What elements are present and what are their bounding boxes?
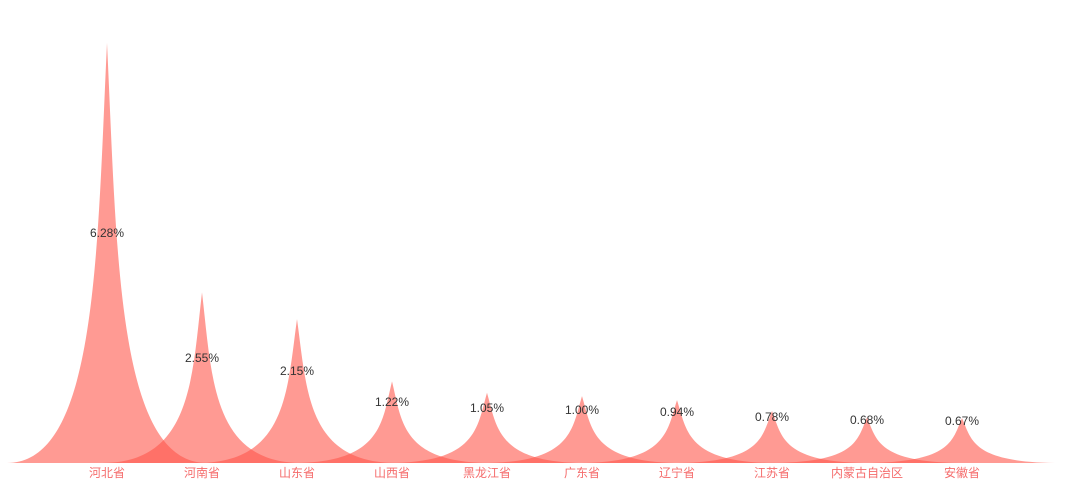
peak-shape-3[interactable] [292, 381, 492, 463]
peak-shape-5[interactable] [482, 396, 682, 463]
peak-shape-1[interactable] [102, 292, 302, 463]
peak-shape-7[interactable] [672, 410, 872, 463]
peak-shape-2[interactable] [197, 319, 397, 463]
peak-shape-9[interactable] [862, 418, 1062, 463]
peak-shape-4[interactable] [387, 392, 587, 463]
peak-shape-0[interactable] [7, 42, 207, 463]
peak-shape-6[interactable] [577, 400, 777, 463]
peak-shape-8[interactable] [767, 417, 967, 463]
